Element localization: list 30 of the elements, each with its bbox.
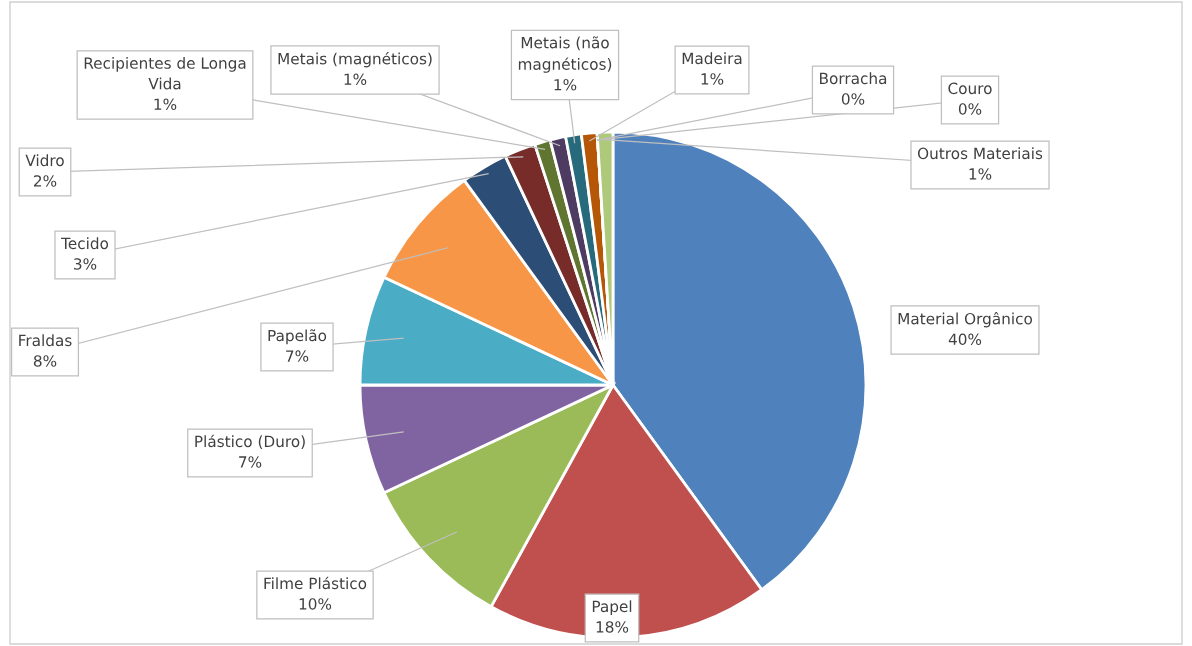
text: 0% [958,103,982,115]
category-label: Borracha [820,72,887,85]
data-label: 1% [344,73,367,86]
slice-label: Metais (magnéticos) [278,52,432,68]
slice-label: Metais (não magnéticos) [518,36,612,73]
slice-label: Vidro [25,154,64,167]
slice-label: Filme Plástico [264,576,367,590]
data-label: 40% [948,333,982,346]
slice-label: Papelão [268,329,327,345]
data-label: 1% [154,98,177,111]
data-label: 1% [554,78,577,91]
data-label: 8% [33,355,57,367]
slice-label: Fraldas [19,334,72,347]
category-label: Couro [948,82,992,95]
data-label: 18% [596,621,629,633]
slice-label: Recipientes de Longa Vida [84,57,246,90]
text: 0% [841,93,865,105]
slice-label: Material Orgânico [898,312,1033,328]
slice-label: Plástico (Duro) [195,434,305,449]
data-label: 10% [299,598,332,610]
data-label: 1% [701,73,724,85]
slice-label: Madeira [682,52,742,65]
slice-label: Tecido [61,237,109,250]
data-label: 3% [74,258,97,270]
data-label: 2% [34,175,57,187]
slice-label: Outros Materiais [917,147,1043,160]
data-label: 7% [286,350,309,362]
data-label: 1% [969,168,992,180]
data-label: 7% [239,456,262,468]
slice-label: Papel [592,600,632,616]
